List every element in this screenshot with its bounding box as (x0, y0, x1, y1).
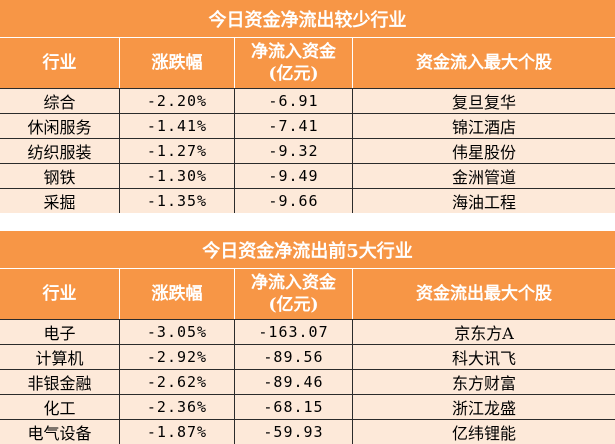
table-body: 综合 -2.20% -6.91 复旦复华 休闲服务 -1.41% -7.41 锦江酒店 纺织服装… (0, 88, 615, 213)
cell-top-stock: 浙江龙盛 (451, 399, 516, 418)
table-separator (0, 213, 615, 231)
cell-change: -1.30% (120, 164, 235, 188)
header-change: 涨跌幅 (120, 38, 235, 88)
header-net-inflow: 净流入资金 (亿元) (235, 38, 353, 88)
table-title: 今日资金净流出前5大行业 (0, 231, 615, 269)
cell-top-stock: 锦江酒店 (451, 118, 516, 137)
cell-change: -1.87% (120, 420, 235, 444)
cell-industry: 电气设备 (0, 420, 120, 444)
cell-industry: 化工 (0, 395, 120, 419)
cell-net-inflow: -7.41 (235, 114, 353, 138)
cell-net-inflow: -89.46 (235, 370, 353, 394)
cell-change: -2.62% (120, 370, 235, 394)
cell-industry: 纺织服装 (0, 139, 120, 163)
cell-industry: 非银金融 (0, 370, 120, 394)
table-header: 行业 涨跌幅 净流入资金 (亿元) 资金流出最大个股 (0, 269, 615, 319)
cell-top-stock: 伟星股份 (451, 143, 516, 162)
cell-top-stock: 复旦复华 (451, 93, 516, 112)
table-row: 电子 -3.05% -163.07 京东方A (0, 319, 615, 344)
header-industry: 行业 (0, 269, 120, 319)
cell-industry: 采掘 (0, 189, 120, 213)
table-row: 非银金融 -2.62% -89.46 东方财富 (0, 369, 615, 394)
outflow-top5-table: 今日资金净流出前5大行业 行业 涨跌幅 净流入资金 (亿元) 资金流出最大个股 … (0, 231, 615, 444)
cell-change: -2.20% (120, 89, 235, 113)
table-row: 钢铁 -1.30% -9.49 金洲管道 (0, 163, 615, 188)
cell-top-stock: 科大讯飞 (451, 349, 516, 368)
cell-change: -3.05% (120, 320, 235, 344)
table-row: 综合 -2.20% -6.91 复旦复华 (0, 88, 615, 113)
table-row: 休闲服务 -1.41% -7.41 锦江酒店 (0, 113, 615, 138)
table-title: 今日资金净流出较少行业 (0, 0, 615, 38)
cell-net-inflow: -68.15 (235, 395, 353, 419)
table-row: 采掘 -1.35% -9.66 海油工程 (0, 188, 615, 213)
cell-change: -2.92% (120, 345, 235, 369)
cell-change: -1.35% (120, 189, 235, 213)
table-row: 计算机 -2.92% -89.56 科大讯飞 (0, 344, 615, 369)
cell-net-inflow: -163.07 (235, 320, 353, 344)
cell-net-inflow: -6.91 (235, 89, 353, 113)
cell-net-inflow: -9.32 (235, 139, 353, 163)
cell-top-stock: 亿纬锂能 (451, 424, 516, 443)
cell-change: -1.41% (120, 114, 235, 138)
header-top-stock: 资金流入最大个股 (416, 53, 552, 73)
header-net-inflow: 净流入资金 (亿元) (235, 269, 353, 319)
table-header: 行业 涨跌幅 净流入资金 (亿元) 资金流入最大个股 (0, 38, 615, 88)
cell-top-stock: 海油工程 (451, 193, 516, 212)
cell-industry: 钢铁 (0, 164, 120, 188)
header-top-stock: 资金流出最大个股 (416, 284, 552, 304)
cell-net-inflow: -9.66 (235, 189, 353, 213)
cell-industry: 计算机 (0, 345, 120, 369)
header-industry: 行业 (0, 38, 120, 88)
cell-top-stock: 京东方A (454, 324, 514, 343)
cell-change: -2.36% (120, 395, 235, 419)
cell-industry: 电子 (0, 320, 120, 344)
cell-industry: 综合 (0, 89, 120, 113)
table-body: 电子 -3.05% -163.07 京东方A 计算机 -2.92% -89.56 科大讯飞 非银… (0, 319, 615, 444)
table-row: 化工 -2.36% -68.15 浙江龙盛 (0, 394, 615, 419)
table-row: 电气设备 -1.87% -59.93 亿纬锂能 (0, 419, 615, 444)
header-change: 涨跌幅 (120, 269, 235, 319)
cell-net-inflow: -89.56 (235, 345, 353, 369)
cell-net-inflow: -9.49 (235, 164, 353, 188)
cell-top-stock: 金洲管道 (451, 168, 516, 187)
cell-industry: 休闲服务 (0, 114, 120, 138)
table-row: 纺织服装 -1.27% -9.32 伟星股份 (0, 138, 615, 163)
cell-net-inflow: -59.93 (235, 420, 353, 444)
outflow-smallest-table: 今日资金净流出较少行业 行业 涨跌幅 净流入资金 (亿元) 资金流入最大个股 综… (0, 0, 615, 213)
cell-top-stock: 东方财富 (451, 374, 516, 393)
cell-change: -1.27% (120, 139, 235, 163)
